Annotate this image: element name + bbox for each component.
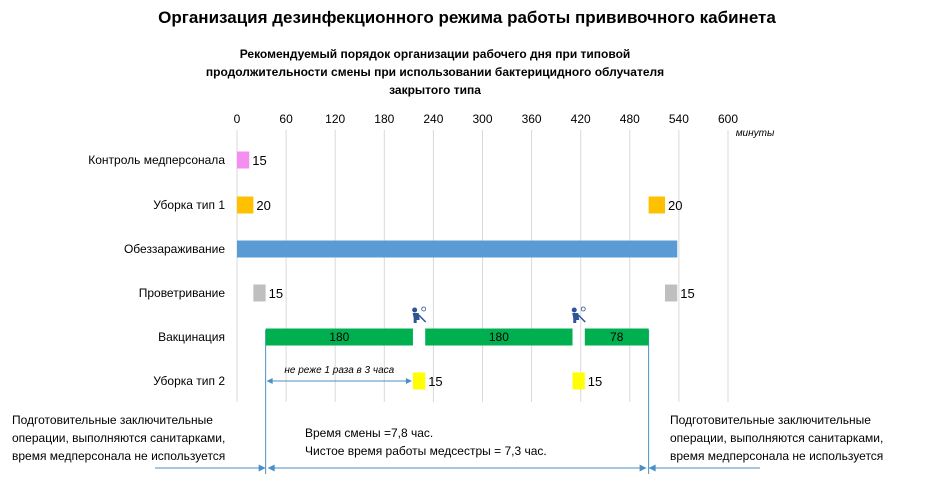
- row-label: Уборка тип 2: [153, 374, 225, 388]
- left-note: Подготовительные заключительные операции…: [12, 411, 225, 465]
- chart-title-line: продолжительности смены при использовани…: [205, 65, 665, 79]
- bar-value-label: 20: [256, 198, 270, 213]
- x-tick-label: 360: [522, 112, 542, 126]
- x-tick-label: 480: [620, 112, 640, 126]
- arrow-head-left: [266, 378, 273, 384]
- net-work-time-text: Чистое время работы медсестры = 7,3 час.: [305, 444, 547, 458]
- x-tick-label: 540: [669, 112, 689, 126]
- bar-value-label: 180: [329, 330, 349, 344]
- annotation-text: не реже 1 раза в 3 часа: [284, 365, 394, 376]
- bar-value-label: 15: [680, 286, 694, 301]
- task-bar: [237, 196, 254, 214]
- left-note-line: операции, выполняются санитарками,: [12, 431, 226, 445]
- x-tick-label: 600: [718, 112, 738, 126]
- task-bar: [253, 284, 266, 302]
- x-tick-label: 240: [423, 112, 443, 126]
- task-bar: [572, 372, 585, 390]
- right-note-line: Подготовительные заключительные: [670, 413, 871, 427]
- task-bar: [648, 196, 665, 214]
- arrow-head-right: [639, 464, 647, 472]
- right-note-line: операции, выполняются санитарками,: [670, 431, 884, 445]
- task-bar: [237, 151, 250, 169]
- chart-title: Рекомендуемый порядок организации рабоче…: [150, 45, 720, 99]
- bar-value-label: 15: [269, 286, 283, 301]
- chart-title-line: закрытого типа: [389, 83, 481, 97]
- shift-duration-text: Время смены =7,8 час.: [305, 426, 434, 440]
- row-label: Проветривание: [138, 286, 225, 300]
- task-bar: [425, 328, 573, 346]
- arrow-head-left: [648, 464, 656, 472]
- x-tick-label: 420: [571, 112, 591, 126]
- arrow-head-right: [258, 464, 266, 472]
- cleaning-person-icon: [571, 306, 586, 323]
- task-bar: [265, 328, 413, 346]
- task-bar: [412, 372, 426, 390]
- right-note-line: время медперсонала не используется: [670, 449, 884, 463]
- x-axis-label: минуты: [736, 128, 775, 139]
- icon-part: [418, 314, 427, 323]
- chart-title-line: Рекомендуемый порядок организации рабоче…: [239, 47, 631, 61]
- icon-part: [580, 306, 586, 312]
- shift-info: Время смены =7,8 час. Чистое время работ…: [305, 424, 547, 460]
- x-tick-label: 120: [325, 112, 345, 126]
- icon-part: [577, 314, 586, 323]
- bar-value-label: 15: [588, 374, 602, 389]
- left-note-line: время медперсонала не используется: [12, 449, 226, 463]
- row-label: Уборка тип 1: [153, 198, 225, 212]
- task-bar: [237, 240, 678, 258]
- x-tick-label: 180: [374, 112, 394, 126]
- bar-value-label: 20: [668, 198, 682, 213]
- x-tick-label: 300: [472, 112, 492, 126]
- icon-part: [412, 307, 418, 313]
- icon-part: [572, 313, 580, 323]
- bar-value-label: 15: [428, 374, 442, 389]
- row-label: Вакцинация: [158, 330, 225, 344]
- bar-value-label: 78: [610, 330, 624, 344]
- arrow-head-left: [267, 464, 275, 472]
- row-label: Контроль медперсонала: [88, 153, 225, 167]
- arrow-head-right: [405, 378, 412, 384]
- cleaning-person-icon: [412, 306, 427, 323]
- task-bar: [584, 328, 649, 346]
- row-label: Обеззараживание: [123, 242, 225, 256]
- page-title: Организация дезинфекционного режима рабо…: [158, 8, 776, 27]
- icon-part: [421, 306, 427, 312]
- task-bar: [664, 284, 678, 302]
- bar-value-label: 15: [252, 153, 266, 168]
- icon-part: [412, 313, 420, 323]
- bar-value-label: 180: [489, 330, 509, 344]
- x-tick-label: 0: [234, 112, 241, 126]
- icon-part: [571, 307, 577, 313]
- x-tick-label: 60: [279, 112, 293, 126]
- left-note-line: Подготовительные заключительные: [12, 413, 213, 427]
- right-note: Подготовительные заключительные операции…: [670, 411, 883, 465]
